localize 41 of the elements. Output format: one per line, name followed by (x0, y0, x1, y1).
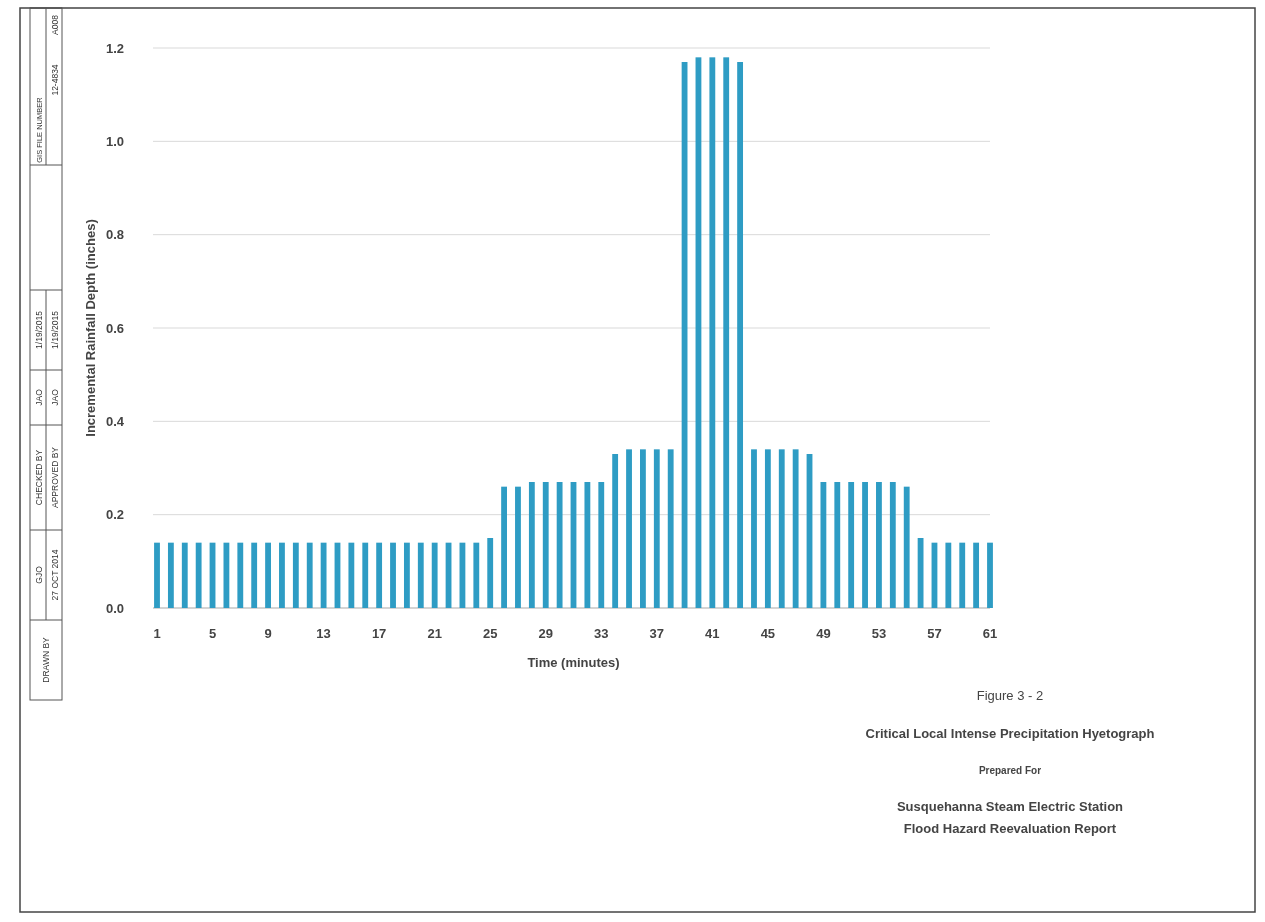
y-tick-label: 1.0 (105, 133, 124, 149)
y-tick-label: 0.0 (105, 600, 124, 616)
y-tick-label: 1.2 (105, 40, 124, 56)
y-tick-label: 0.2 (105, 507, 124, 523)
x-axis-title: Time (minutes) (527, 655, 620, 670)
text: 1/19/2015 (50, 310, 60, 349)
x-tick-label: 61 (982, 626, 998, 641)
x-tick-label: 13 (316, 626, 331, 641)
text: 27 OCT 2014 (50, 549, 60, 601)
text: A008 (50, 14, 60, 35)
x-tick-label: 57 (927, 626, 942, 641)
x-tick-label: 41 (705, 626, 720, 641)
x-tick-label: 21 (427, 626, 442, 641)
y-tick-label: 0.4 (105, 413, 125, 429)
x-tick-label: 9 (264, 626, 272, 641)
text: APPROVED BY (50, 446, 60, 508)
text: GJO (34, 565, 44, 584)
text: Flood Hazard Reevaluation Report (903, 821, 1117, 836)
x-tick-label: 29 (538, 626, 553, 641)
x-tick-label: 25 (482, 626, 498, 641)
text: Critical Local Intense Precipitation Hyetograph (865, 726, 1155, 741)
x-tick-label: 1 (153, 626, 161, 641)
x-tick-label: 45 (760, 626, 776, 641)
text: CHECKED BY (34, 449, 44, 506)
x-tick-label: 5 (208, 626, 217, 641)
caption: Figure 3 - 2 (976, 688, 1044, 703)
y-tick-label: 0.6 (105, 320, 124, 336)
x-tick-label: 33 (594, 626, 609, 641)
x-tick-label: 37 (649, 626, 665, 641)
text: DRAWN BY (41, 636, 51, 683)
text: Susquehanna Steam Electric Station (896, 799, 1124, 814)
text: JAO (50, 388, 60, 406)
x-tick-label: 17 (371, 626, 387, 641)
y-axis-title: Incremental Rainfall Depth (inches) (83, 219, 98, 437)
x-tick-label: 49 (816, 626, 831, 641)
x-tick-label: 53 (871, 626, 887, 641)
text: JAO (34, 388, 44, 406)
text: Prepared For (978, 765, 1042, 776)
text: 12-4834 (50, 64, 60, 96)
text: 1/19/2015 (34, 310, 44, 349)
y-tick-label: 0.8 (105, 227, 124, 243)
